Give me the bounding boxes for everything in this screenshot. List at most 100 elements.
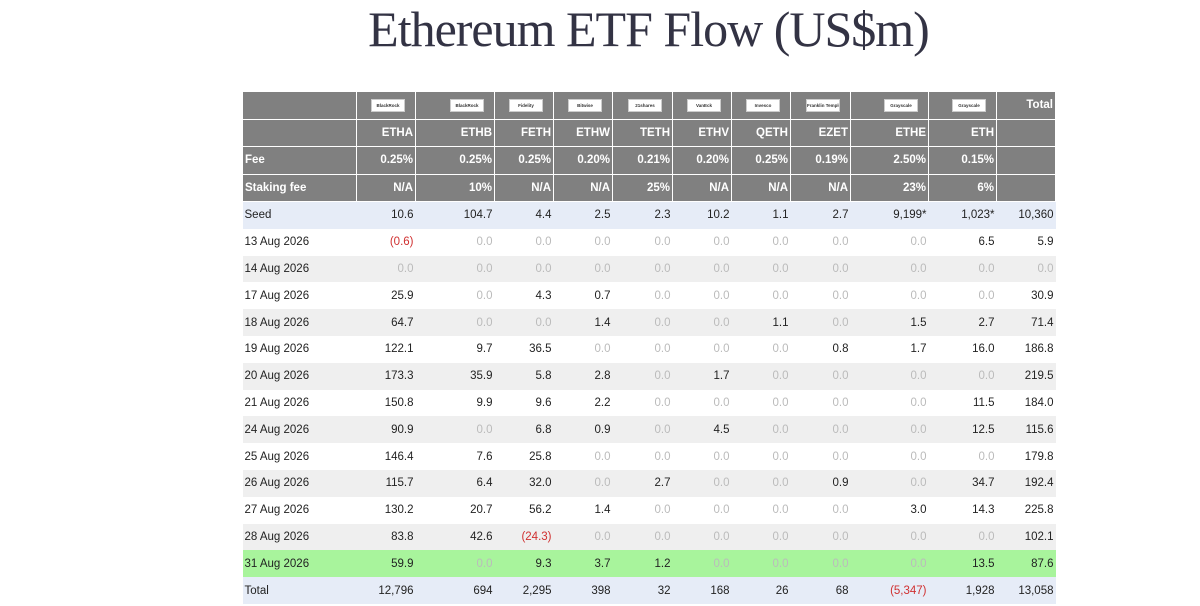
- cell: 0.0: [476, 289, 493, 302]
- cell: 0.0: [594, 236, 611, 249]
- data-row: 21 Aug 2026 150.8 9.9 9.6 2.2 0.0 0.0 0.0 0.0 0.0…: [242, 389, 1056, 417]
- cell: 0.0: [594, 262, 611, 275]
- cell: 2.3: [654, 209, 671, 222]
- ticker-row: ETHA ETHB FETH ETHW TETH ETHV QETH EZET ETHE ETH: [242, 118, 1056, 147]
- cell: 1.1: [772, 316, 789, 329]
- cell: 0.0: [772, 477, 789, 490]
- row-label: 19 Aug 2026: [244, 343, 310, 356]
- cell: 694: [473, 584, 493, 597]
- cell: 0.25%: [415, 146, 495, 175]
- cell: 0.0: [476, 262, 493, 275]
- cell: 122.1: [384, 343, 414, 356]
- cell: 0.0: [772, 396, 789, 409]
- cell: 0.0: [832, 530, 849, 543]
- cell: 0.0: [535, 316, 552, 329]
- cell: 20.7: [470, 504, 493, 517]
- ticker: FETH: [494, 118, 554, 147]
- issuer-logo: Invesco: [746, 98, 780, 112]
- cell: 0.0: [476, 236, 493, 249]
- cell: 104.7: [463, 209, 493, 222]
- cell: 0.15%: [928, 146, 997, 175]
- page-title: Ethereum ETF Flow (US$m): [368, 1, 930, 57]
- cell: N/A: [494, 173, 554, 202]
- cell: 2.2: [594, 396, 611, 409]
- cell: N/A: [356, 173, 416, 202]
- row-label: Seed: [244, 209, 272, 222]
- row-label: 20 Aug 2026: [244, 370, 310, 383]
- data-row: 14 Aug 2026 0.0 0.0 0.0 0.0 0.0 0.0 0.0 0.0 0.0 0.…: [242, 255, 1056, 283]
- cell: 0.0: [910, 423, 927, 436]
- cell: 0.0: [654, 370, 671, 383]
- cell: 0.0: [535, 236, 552, 249]
- cell: 10%: [415, 173, 495, 202]
- cell: 5.9: [1037, 236, 1054, 249]
- row-label: 24 Aug 2026: [244, 423, 310, 436]
- cell: 0.0: [910, 477, 927, 490]
- cell: 0.0: [713, 530, 730, 543]
- cell: 2,295: [522, 584, 552, 597]
- ticker: ETHA: [356, 118, 416, 147]
- cell: 0.0: [772, 557, 789, 570]
- cell: 0.20%: [672, 146, 732, 175]
- cell: 0.0: [910, 557, 927, 570]
- cell: 0.0: [978, 262, 995, 275]
- cell: 0.0: [654, 289, 671, 302]
- cell: 90.9: [391, 423, 414, 436]
- cell: 0.0: [832, 370, 849, 383]
- cell: 0.0: [772, 289, 789, 302]
- ticker: TETH: [612, 118, 673, 147]
- cell: 225.8: [1024, 504, 1054, 517]
- cell: 9.9: [476, 396, 493, 409]
- cell: 1.2: [654, 557, 671, 570]
- cell: 13,058: [1018, 584, 1054, 597]
- logo-row: BlackRock BlackRock Fidelity Bitwise 21share…: [242, 91, 1056, 120]
- cell: 9.7: [476, 343, 493, 356]
- cell: 0.0: [654, 262, 671, 275]
- cell: 10.2: [707, 209, 730, 222]
- cell: 0.0: [978, 530, 995, 543]
- logo-cell: Invesco: [731, 91, 791, 120]
- cell: 173.3: [384, 370, 414, 383]
- cell: 115.6: [1025, 423, 1054, 436]
- cell: 219.5: [1024, 370, 1054, 383]
- cell: 179.8: [1024, 450, 1054, 463]
- cell: 0.0: [772, 423, 789, 436]
- cell: 0.0: [654, 396, 671, 409]
- cell: 25%: [612, 173, 673, 202]
- cell: 0.0: [713, 316, 730, 329]
- cell: 2.7: [654, 477, 671, 490]
- issuer-logo: Franklin Templeton: [806, 98, 840, 112]
- cell: 0.21%: [612, 146, 673, 175]
- cell: 0.25%: [494, 146, 554, 175]
- issuer-logo: Fidelity: [509, 98, 543, 112]
- cell: 0.0: [772, 504, 789, 517]
- cell: 12.5: [972, 423, 995, 436]
- cell: 2.8: [594, 370, 611, 383]
- logo-cell: 21shares: [612, 91, 673, 120]
- cell: 0.0: [397, 262, 414, 275]
- cell: 192.4: [1024, 477, 1054, 490]
- issuer-logo: 21shares: [628, 98, 662, 112]
- cell: 150.8: [384, 396, 414, 409]
- cell: 1.4: [594, 316, 611, 329]
- data-row: 17 Aug 2026 25.9 0.0 4.3 0.7 0.0 0.0 0.0 0.0 0.0 0…: [242, 282, 1056, 310]
- cell: 30.9: [1031, 289, 1054, 302]
- row-label: Staking fee: [242, 173, 357, 202]
- cell: 10,360: [1018, 209, 1054, 222]
- cell: 0.0: [713, 504, 730, 517]
- cell: 87.6: [1031, 557, 1054, 570]
- cell: 0.0: [832, 236, 849, 249]
- logo-cell: Bitwise: [553, 91, 613, 120]
- cell: 25.8: [529, 450, 552, 463]
- total-header: Total: [996, 91, 1056, 120]
- cell: 0.25%: [731, 146, 791, 175]
- issuer-logo: VanEck: [687, 98, 721, 112]
- row-label: Fee: [242, 146, 357, 175]
- cell: 0.0: [713, 343, 730, 356]
- cell: 1.1: [772, 209, 789, 222]
- data-row: 18 Aug 2026 64.7 0.0 0.0 1.4 0.0 0.0 1.1 0.0 1.5 2…: [242, 309, 1056, 336]
- row-label: 21 Aug 2026: [244, 396, 310, 409]
- cell: 0.0: [772, 450, 789, 463]
- ticker: ETH: [928, 118, 997, 147]
